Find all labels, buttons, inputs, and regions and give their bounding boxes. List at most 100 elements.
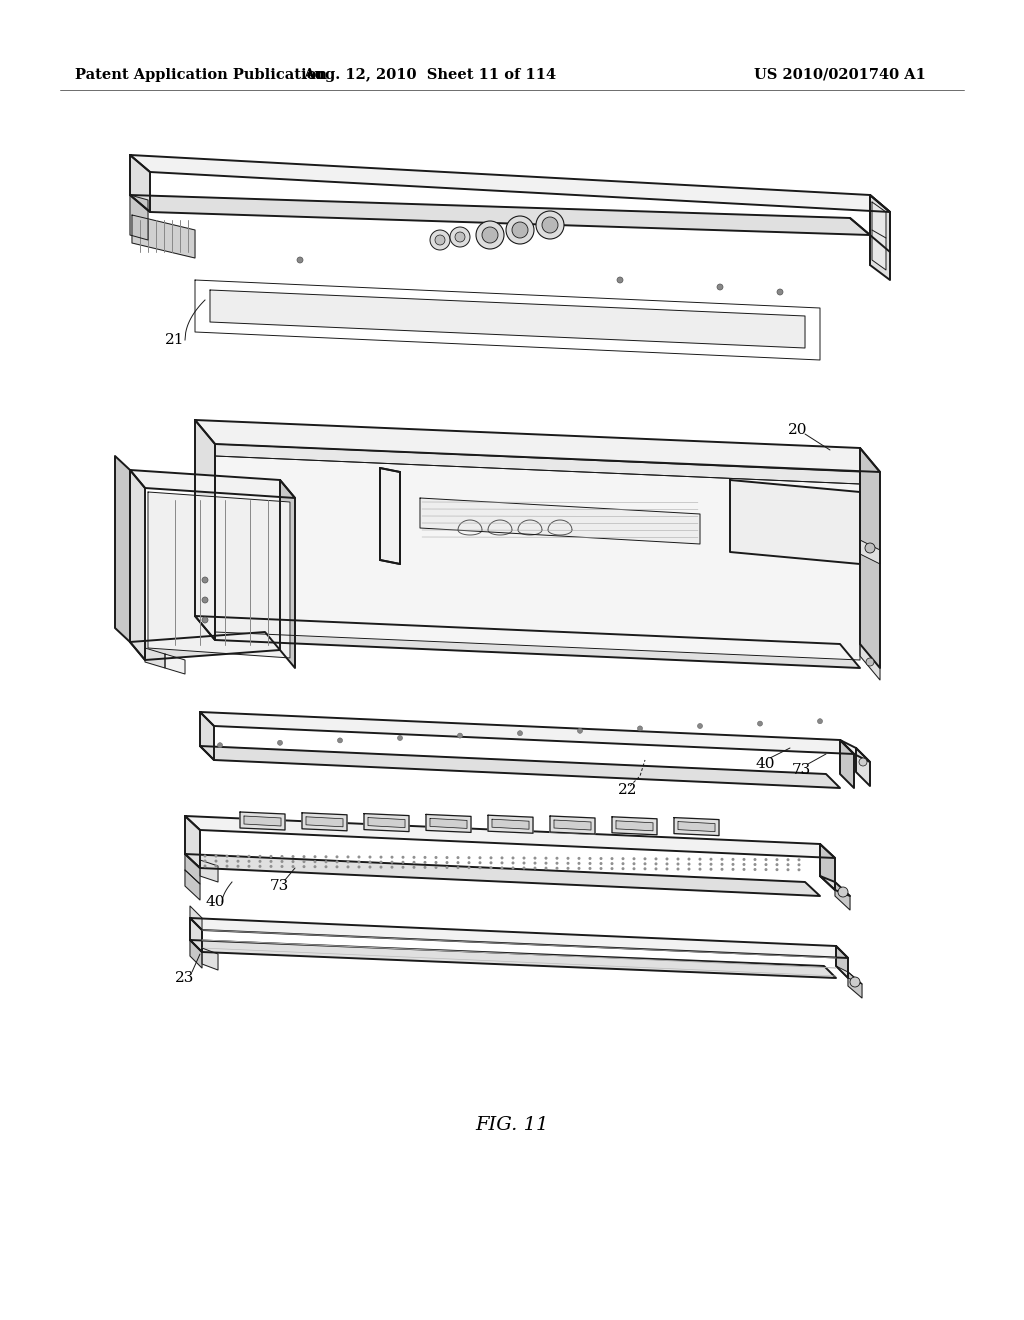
Circle shape [865,543,874,553]
Circle shape [742,863,745,866]
Circle shape [397,735,402,741]
Polygon shape [202,948,218,970]
Polygon shape [200,711,214,760]
Circle shape [536,211,564,239]
Polygon shape [306,817,343,826]
Circle shape [325,855,328,858]
Circle shape [589,862,592,865]
Circle shape [758,721,763,726]
Circle shape [489,866,493,870]
Polygon shape [835,882,850,909]
Text: FIG. 11: FIG. 11 [475,1115,549,1134]
Circle shape [258,865,261,867]
Circle shape [413,866,416,869]
Circle shape [765,858,768,861]
Circle shape [204,859,207,862]
Circle shape [204,865,207,867]
Circle shape [578,729,583,734]
Polygon shape [130,632,280,660]
Circle shape [545,857,548,859]
Circle shape [617,277,623,282]
Circle shape [292,865,295,869]
Circle shape [413,855,416,859]
Circle shape [522,862,525,865]
Polygon shape [130,470,295,498]
Polygon shape [195,420,215,640]
Circle shape [478,861,481,865]
Circle shape [478,866,481,870]
Circle shape [534,867,537,870]
Circle shape [269,859,272,863]
Circle shape [522,866,525,870]
Polygon shape [302,813,347,830]
Circle shape [721,863,724,866]
Circle shape [654,862,657,866]
Circle shape [710,858,713,861]
Circle shape [476,220,504,249]
Circle shape [754,863,757,866]
Circle shape [468,861,470,865]
Text: 21: 21 [165,333,184,347]
Circle shape [258,855,261,858]
Circle shape [742,869,745,871]
Circle shape [654,867,657,870]
Circle shape [313,861,316,863]
Circle shape [512,222,528,238]
Circle shape [677,862,680,866]
Polygon shape [870,195,890,280]
Circle shape [838,887,848,898]
Circle shape [336,855,339,858]
Polygon shape [426,814,471,833]
Circle shape [325,861,328,863]
Circle shape [512,866,514,870]
Circle shape [214,854,217,858]
Circle shape [654,858,657,861]
Circle shape [369,855,372,858]
Polygon shape [616,821,653,830]
Polygon shape [190,917,202,952]
Circle shape [380,861,383,863]
Polygon shape [200,746,840,788]
Circle shape [775,863,778,866]
Polygon shape [870,195,890,252]
Polygon shape [200,711,854,754]
Circle shape [292,855,295,858]
Circle shape [346,866,349,869]
Circle shape [731,863,734,866]
Circle shape [390,861,393,863]
Circle shape [325,866,328,869]
Polygon shape [840,741,854,788]
Polygon shape [195,420,880,473]
Circle shape [798,858,801,861]
Circle shape [297,257,303,263]
Circle shape [638,726,642,731]
Polygon shape [820,843,835,890]
Circle shape [710,867,713,871]
Polygon shape [840,741,870,762]
Circle shape [281,865,284,869]
Polygon shape [836,946,848,978]
Polygon shape [130,195,148,240]
Circle shape [599,867,602,870]
Circle shape [482,227,498,243]
Circle shape [445,866,449,869]
Circle shape [545,867,548,870]
Circle shape [302,861,305,863]
Circle shape [313,865,316,869]
Circle shape [248,855,251,858]
Circle shape [457,857,460,859]
Circle shape [610,867,613,870]
Circle shape [430,230,450,249]
Text: 20: 20 [788,422,808,437]
Circle shape [754,869,757,871]
Circle shape [225,865,228,867]
Text: Aug. 12, 2010  Sheet 11 of 114: Aug. 12, 2010 Sheet 11 of 114 [303,69,557,82]
Polygon shape [612,817,657,834]
Polygon shape [185,816,835,858]
Polygon shape [848,972,862,998]
Circle shape [786,863,790,866]
Circle shape [248,859,251,863]
Circle shape [578,862,581,865]
Polygon shape [130,154,150,213]
Circle shape [786,858,790,861]
